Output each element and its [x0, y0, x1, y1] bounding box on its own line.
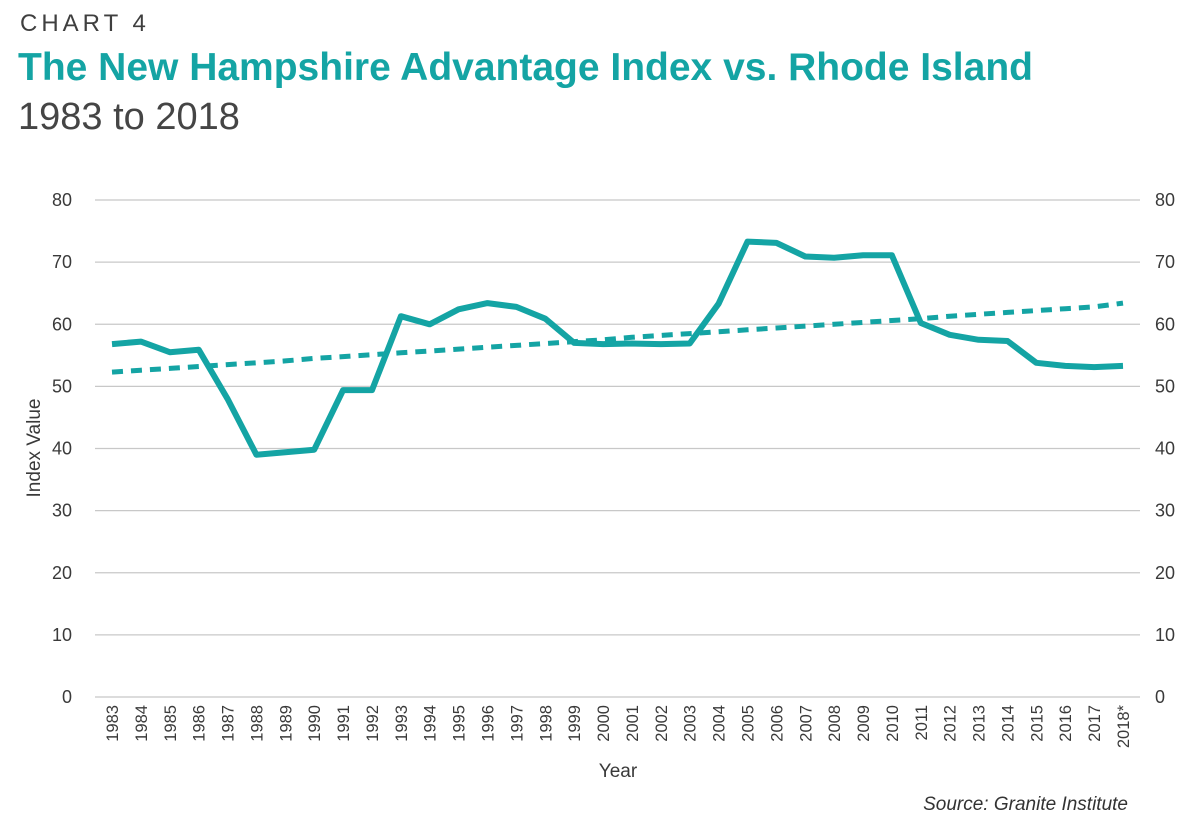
x-tick-label: 1991: [335, 705, 353, 742]
y-tick-label-right: 80: [1155, 190, 1175, 210]
x-tick-label: 2003: [682, 705, 700, 742]
x-tick-label: 2010: [884, 705, 902, 742]
x-tick-label: 1989: [277, 705, 295, 742]
x-tick-label: 2007: [797, 705, 815, 742]
x-tick-label: 2014: [999, 705, 1017, 742]
x-tick-label: 1994: [422, 705, 440, 742]
y-tick-label-left: 40: [52, 439, 72, 459]
x-tick-label: 2008: [826, 705, 844, 742]
y-tick-label-right: 40: [1155, 439, 1175, 459]
source-note: Source: Granite Institute: [923, 794, 1128, 815]
trend-line: [111, 300, 1124, 375]
y-tick-label-right: 0: [1155, 687, 1165, 707]
y-tick-label-left: 80: [52, 190, 72, 210]
x-axis-title: Year: [599, 761, 638, 782]
x-tick-label: 2001: [624, 705, 642, 742]
index-line: [111, 238, 1124, 458]
y-tick-label-right: 30: [1155, 501, 1175, 521]
chart-number-label: CHART 4: [20, 10, 150, 37]
x-tick-label: 1990: [306, 705, 324, 742]
x-tick-label: 1985: [162, 705, 180, 742]
x-tick-label: 2018*: [1115, 704, 1133, 748]
x-tick-label: 1987: [220, 705, 238, 742]
x-tick-label: 1999: [566, 705, 584, 742]
x-tick-label: 1986: [191, 705, 209, 742]
y-tick-label-right: 50: [1155, 376, 1175, 396]
y-tick-label-left: 50: [52, 376, 72, 396]
x-tick-label: 1983: [104, 705, 122, 742]
x-tick-label: 2017: [1086, 705, 1104, 742]
y-tick-label-right: 60: [1155, 314, 1175, 334]
y-tick-label-left: 70: [52, 252, 72, 272]
x-tick-label: 2006: [768, 705, 786, 742]
x-tick-label: 2005: [739, 705, 757, 742]
y-tick-label-right: 20: [1155, 563, 1175, 583]
y-axis-title: Index Value: [24, 399, 45, 498]
x-tick-label: 1998: [537, 705, 555, 742]
chart-title: The New Hampshire Advantage Index vs. Rh…: [18, 46, 1033, 89]
x-tick-label: 1995: [451, 705, 469, 742]
x-tick-label: 1993: [393, 705, 411, 742]
x-tick-label: 2011: [913, 705, 931, 740]
y-tick-label-left: 60: [52, 314, 72, 334]
x-tick-label: 2015: [1028, 705, 1046, 742]
x-tick-label: 2013: [971, 705, 989, 742]
x-tick-label: 2002: [653, 705, 671, 742]
x-tick-label: 2004: [711, 705, 729, 742]
chart-subtitle: 1983 to 2018: [18, 96, 240, 138]
y-tick-label-right: 70: [1155, 252, 1175, 272]
y-tick-label-left: 10: [52, 625, 72, 645]
x-tick-label: 2012: [942, 705, 960, 742]
y-tick-label-right: 10: [1155, 625, 1175, 645]
x-tick-label: 1988: [248, 705, 266, 742]
x-tick-label: 2000: [595, 705, 613, 742]
y-tick-label-left: 30: [52, 501, 72, 521]
y-tick-label-left: 20: [52, 563, 72, 583]
x-tick-label: 1992: [364, 705, 382, 742]
y-tick-label-left: 0: [62, 687, 72, 707]
x-tick-label: 1997: [508, 705, 526, 742]
x-tick-label: 2009: [855, 705, 873, 742]
x-tick-label: 1996: [480, 705, 498, 742]
x-tick-label: 2016: [1057, 705, 1075, 742]
x-tick-label: 1984: [133, 705, 151, 742]
